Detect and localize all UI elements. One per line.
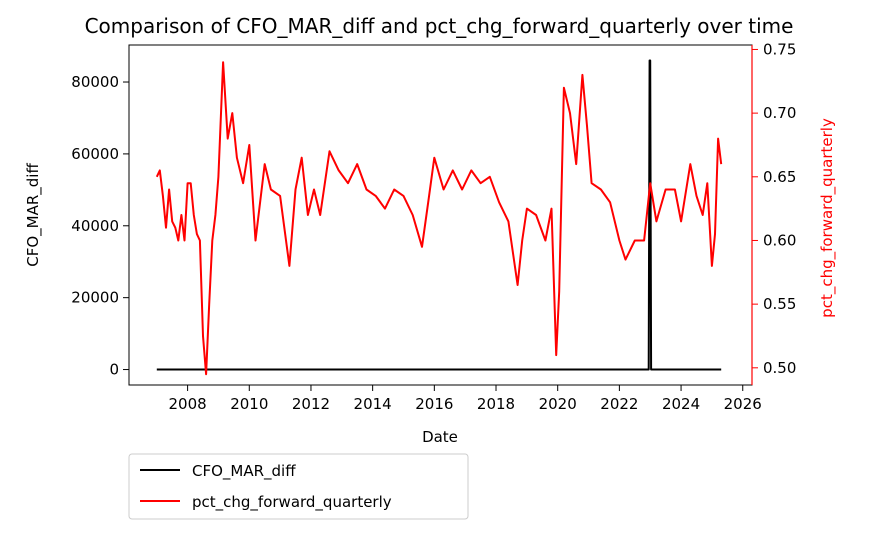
x-tick-label: 2022 xyxy=(600,395,638,413)
legend-label-pct: pct_chg_forward_quarterly xyxy=(192,493,392,512)
series-layer xyxy=(155,59,723,376)
y-left-tick-label: 0 xyxy=(109,361,119,379)
y-axis-right-title: pct_chg_forward_quarterly xyxy=(818,118,837,318)
x-tick-label: 2010 xyxy=(230,395,268,413)
y-right-tick-label: 0.60 xyxy=(763,231,796,249)
x-tick-label: 2026 xyxy=(724,395,762,413)
legend-label-cfo: CFO_MAR_diff xyxy=(192,462,296,481)
x-tick-label: 2014 xyxy=(354,395,392,413)
x-tick-label: 2012 xyxy=(292,395,330,413)
legend: CFO_MAR_diff pct_chg_forward_quarterly xyxy=(128,453,469,520)
y-left-tick-label: 80000 xyxy=(71,73,119,91)
legend-box xyxy=(128,453,469,520)
x-tick-label: 2008 xyxy=(169,395,207,413)
y-right-tick-label: 0.65 xyxy=(763,168,796,186)
y-right-tick-label: 0.50 xyxy=(763,359,796,377)
y-left-tick-label: 20000 xyxy=(71,289,119,307)
x-tick-label: 2016 xyxy=(415,395,453,413)
series-line-cfo-mar-diff xyxy=(156,59,722,371)
y-left-tick-label: 60000 xyxy=(71,145,119,163)
y-axis-left: 0 20000 40000 60000 80000 xyxy=(71,73,129,379)
x-tick-label: 2018 xyxy=(477,395,515,413)
y-right-tick-label: 0.70 xyxy=(763,104,796,122)
x-tick-label: 2020 xyxy=(539,395,577,413)
series-line-pct-chg-forward-quarterly xyxy=(155,61,723,376)
x-axis-title: Date xyxy=(422,428,458,446)
y-right-tick-label: 0.75 xyxy=(763,40,796,58)
chart-title: Comparison of CFO_MAR_diff and pct_chg_f… xyxy=(85,14,794,38)
x-axis: 2008 2010 2012 2014 2016 2018 2020 2022 2024 2026 xyxy=(169,385,762,413)
y-left-tick-label: 40000 xyxy=(71,217,119,235)
y-axis-left-title: CFO_MAR_diff xyxy=(24,163,43,267)
x-tick-label: 2024 xyxy=(662,395,700,413)
y-axis-right: 0.50 0.55 0.60 0.65 0.70 0.75 xyxy=(751,40,796,385)
y-right-tick-label: 0.55 xyxy=(763,295,796,313)
